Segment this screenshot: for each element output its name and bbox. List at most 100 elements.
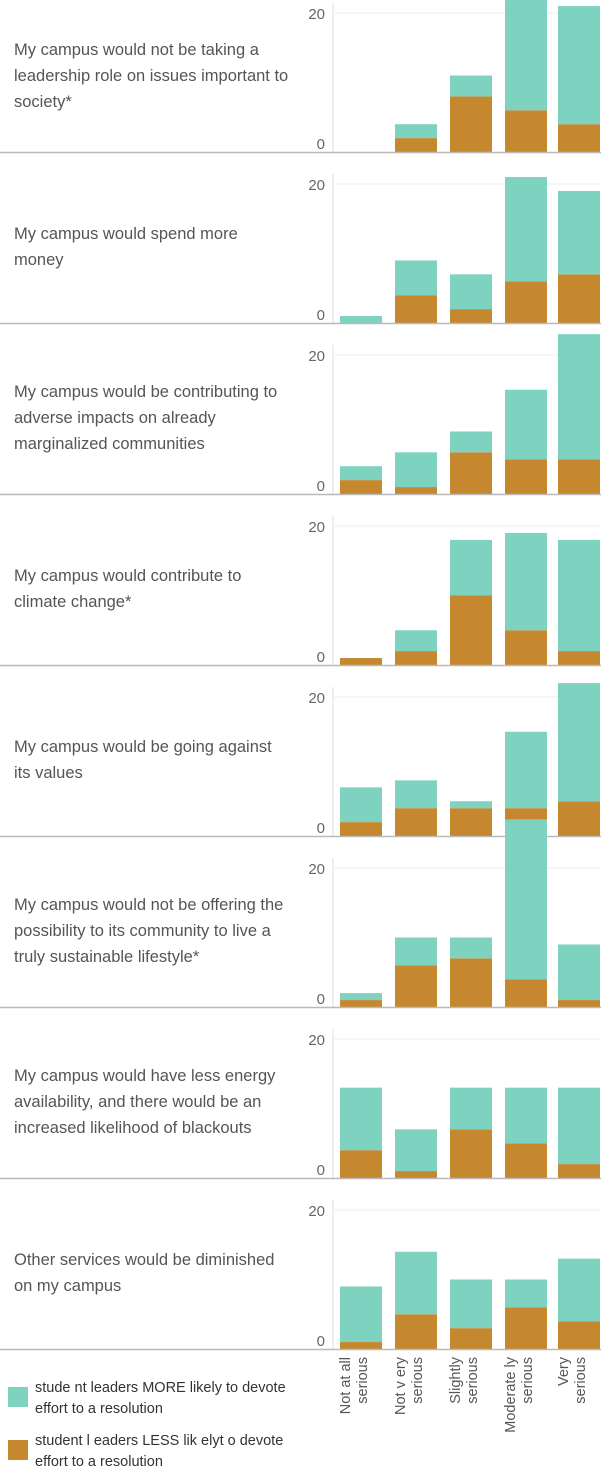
panel-title: My campus would contribute to climate ch… — [14, 567, 242, 611]
chart-panel: My campus would spend more money 0 20 — [0, 171, 601, 342]
category-label-line: serious — [355, 1357, 371, 1404]
bar-less — [340, 1150, 382, 1178]
bar-more — [395, 260, 437, 296]
bar-less — [558, 801, 600, 836]
bar-less — [340, 1000, 382, 1007]
bar-more — [450, 1087, 492, 1130]
y-tick-label: 0 — [317, 478, 325, 495]
panel-title: My campus would be going against its val… — [14, 738, 272, 782]
bar-more — [558, 334, 600, 460]
bar-more — [558, 683, 600, 802]
legend-label-less: student l eaders LESS lik elyt o devote … — [35, 1433, 284, 1470]
panel-plot: 0 20 — [0, 334, 601, 496]
bar-more — [340, 993, 382, 1001]
category-label-line: Not v ery — [393, 1357, 409, 1416]
bar-less — [505, 281, 547, 323]
bar-more — [505, 1279, 547, 1308]
bar-less — [395, 808, 437, 836]
bar-less — [505, 1143, 547, 1178]
bar-less — [340, 822, 382, 836]
y-tick-label: 0 — [317, 820, 325, 837]
bar-less — [450, 808, 492, 836]
panel-title: My campus would not be taking a leadersh… — [14, 41, 289, 111]
bar-more — [340, 466, 382, 481]
chart-panel: My campus would have less energy availab… — [0, 1026, 601, 1197]
chart-panel: My campus would not be offering the poss… — [0, 819, 601, 1026]
bar-less — [395, 965, 437, 1007]
bar-more — [505, 731, 547, 809]
y-tick-label: 0 — [317, 307, 325, 324]
panel-title: My campus would spend more money — [14, 225, 238, 269]
bar-more — [450, 539, 492, 596]
panel-plot: 0 20 — [0, 1029, 601, 1180]
category-label-line: serious — [465, 1357, 481, 1404]
bar-less — [505, 110, 547, 152]
bar-less — [558, 1000, 600, 1007]
bar-less — [450, 1129, 492, 1178]
bar-less — [558, 124, 600, 152]
category-label-line: Very — [556, 1357, 572, 1387]
bar-more — [558, 539, 600, 652]
bar-more — [450, 274, 492, 310]
bar-less — [395, 1171, 437, 1178]
bar-less — [505, 459, 547, 494]
y-tick-label: 20 — [308, 690, 325, 707]
category-label-line: Not at all — [338, 1357, 354, 1415]
chart-panel: My campus would contribute to climate ch… — [0, 513, 601, 684]
legend-label-more: stude nt leaders MORE likely to devote e… — [35, 1380, 286, 1417]
bar-less — [558, 1164, 600, 1178]
bar-more — [450, 1279, 492, 1329]
y-tick-label: 0 — [317, 649, 325, 666]
y-tick-label: 20 — [308, 1203, 325, 1220]
bar-less — [395, 487, 437, 494]
bar-more — [558, 6, 600, 125]
bar-more — [340, 787, 382, 823]
y-tick-label: 20 — [308, 1032, 325, 1049]
bar-more — [395, 1251, 437, 1315]
panel-plot: 0 20 — [0, 174, 601, 325]
category-label: Moderate ly serious — [503, 1357, 539, 1477]
panel-plot: 0 20 — [0, 0, 601, 154]
y-tick-label: 20 — [308, 861, 325, 878]
y-tick-label: 0 — [317, 1333, 325, 1350]
bar-more — [505, 177, 547, 282]
bar-less — [450, 452, 492, 494]
bar-more — [395, 452, 437, 488]
panel-plot: 0 20 — [0, 1200, 601, 1351]
y-tick-label: 0 — [317, 991, 325, 1008]
bar-less — [340, 658, 382, 665]
category-label: Not v ery serious — [393, 1357, 429, 1477]
bar-less — [395, 295, 437, 323]
y-tick-label: 0 — [317, 1162, 325, 1179]
chart-panel: Other services would be diminished on my… — [0, 1197, 601, 1368]
category-label-line: serious — [520, 1357, 536, 1404]
panel-title: Other services would be diminished on my… — [14, 1251, 275, 1295]
bar-less — [450, 1328, 492, 1349]
bar-more — [450, 801, 492, 809]
panel-title: My campus would have less energy availab… — [14, 1067, 276, 1137]
bar-less — [340, 480, 382, 494]
category-label: Not at all serious — [338, 1357, 374, 1477]
chart-panel: My campus would be contributing to adver… — [0, 334, 601, 513]
bar-more — [340, 1087, 382, 1151]
bar-less — [340, 1342, 382, 1349]
bar-more — [505, 1087, 547, 1144]
legend-item-less: student l eaders LESS lik elyt o devote … — [8, 1433, 308, 1476]
category-label-line: serious — [410, 1357, 426, 1404]
bar-less — [395, 138, 437, 152]
bar-more — [558, 190, 600, 275]
legend-item-more: stude nt leaders MORE likely to devote e… — [8, 1380, 308, 1423]
bar-more — [450, 75, 492, 97]
legend-swatch-less — [8, 1440, 28, 1460]
bar-more — [505, 0, 547, 111]
y-tick-label: 0 — [317, 136, 325, 153]
bar-more — [395, 937, 437, 966]
y-tick-label: 20 — [308, 519, 325, 536]
bar-more — [395, 780, 437, 809]
bar-more — [395, 124, 437, 139]
panel-plot: 0 20 — [0, 516, 601, 667]
bar-more — [450, 431, 492, 453]
bar-less — [450, 309, 492, 323]
bar-less — [395, 1314, 437, 1349]
chart-panels: My campus would not be taking a leadersh… — [0, 0, 601, 1351]
